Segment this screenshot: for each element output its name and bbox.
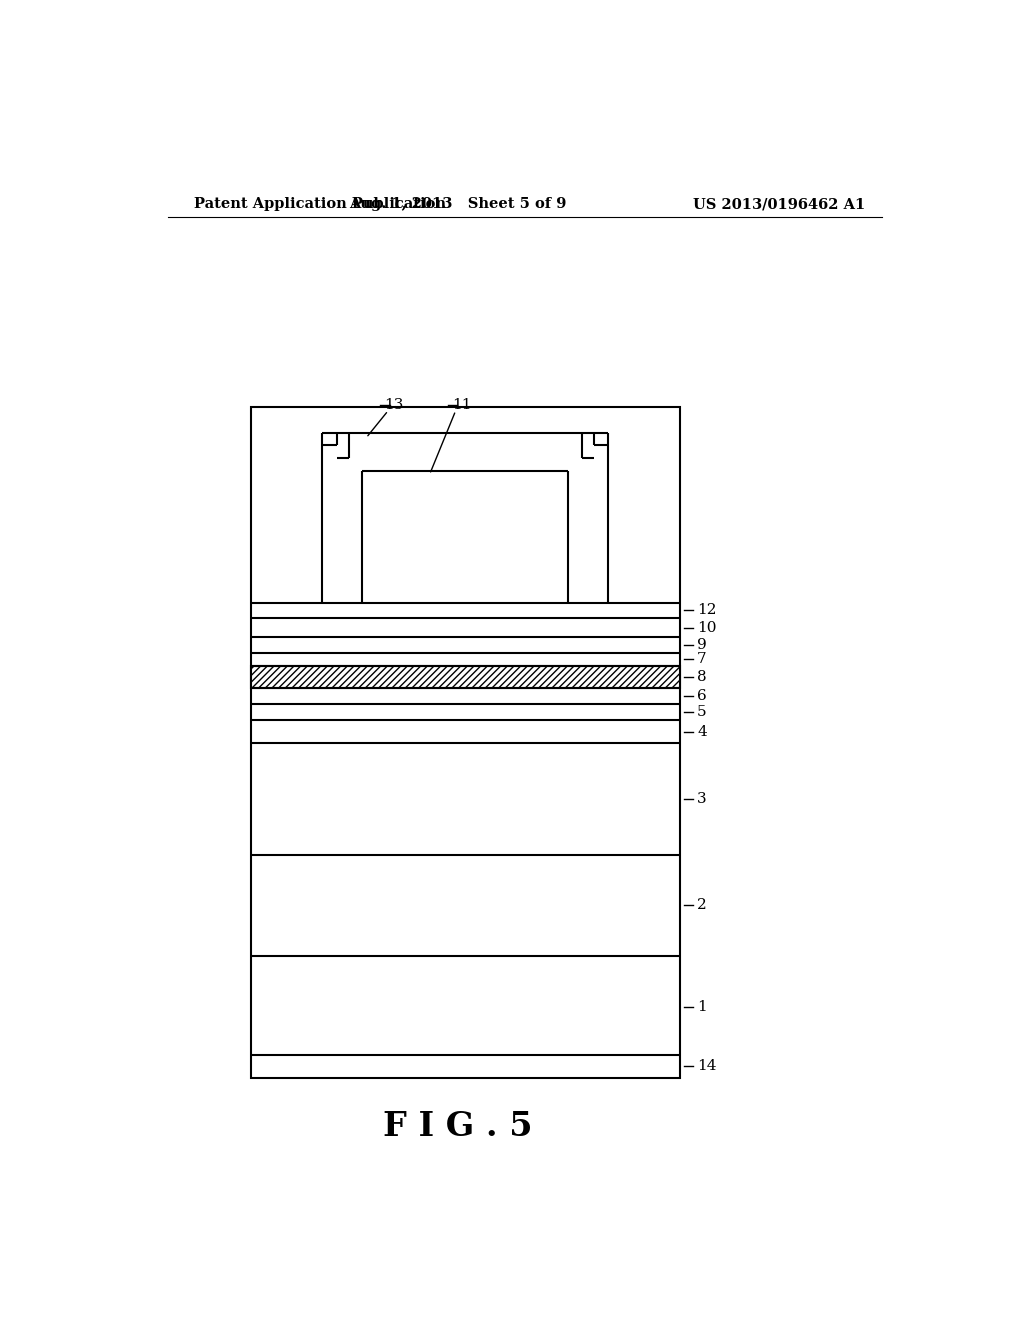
Text: Aug. 1, 2013   Sheet 5 of 9: Aug. 1, 2013 Sheet 5 of 9 xyxy=(348,197,566,211)
Text: 12: 12 xyxy=(697,603,717,616)
Text: 4: 4 xyxy=(697,725,707,739)
Text: F I G . 5: F I G . 5 xyxy=(383,1110,532,1143)
Text: 1: 1 xyxy=(697,1001,707,1014)
Text: 13: 13 xyxy=(384,399,403,412)
Text: Patent Application Publication: Patent Application Publication xyxy=(194,197,445,211)
Text: 6: 6 xyxy=(697,689,707,704)
Text: 3: 3 xyxy=(697,792,707,805)
Text: 2: 2 xyxy=(697,899,707,912)
Text: 10: 10 xyxy=(697,620,717,635)
Text: 14: 14 xyxy=(697,1059,717,1073)
Text: 7: 7 xyxy=(697,652,707,667)
Text: 9: 9 xyxy=(697,639,707,652)
Bar xyxy=(251,665,680,688)
Text: 5: 5 xyxy=(697,705,707,719)
Text: 8: 8 xyxy=(697,669,707,684)
Text: 11: 11 xyxy=(452,399,471,412)
Text: US 2013/0196462 A1: US 2013/0196462 A1 xyxy=(692,197,865,211)
Bar xyxy=(251,408,680,1078)
